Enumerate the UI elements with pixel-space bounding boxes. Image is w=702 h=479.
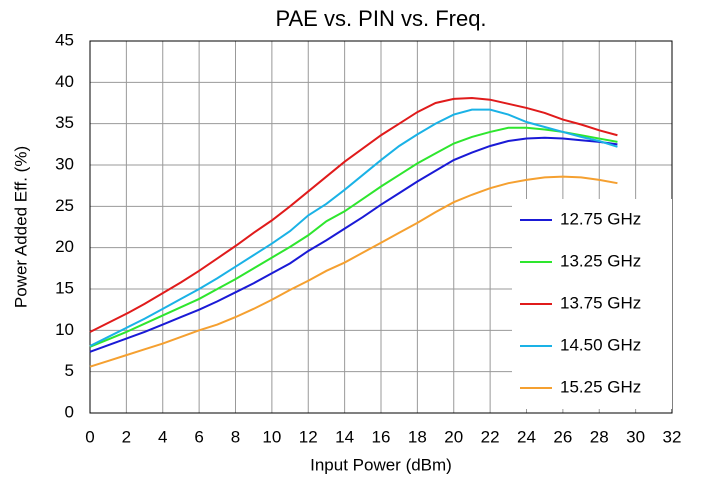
series-line <box>89 108 618 347</box>
x-tick-label: 16 <box>372 427 391 446</box>
x-tick-label: 10 <box>262 427 281 446</box>
x-tick-label: 14 <box>335 427 354 446</box>
x-tick-label: 20 <box>444 427 463 446</box>
y-tick-label: 25 <box>55 196 74 215</box>
y-tick-label: 30 <box>55 154 74 173</box>
y-tick-label: 20 <box>55 237 74 256</box>
chart-title: PAE vs. PIN vs. Freq. <box>275 6 486 31</box>
legend-label: 12.75 GHz <box>560 209 641 228</box>
x-axis-label: Input Power (dBm) <box>310 455 452 474</box>
x-tick-label: 2 <box>122 427 131 446</box>
y-tick-label: 10 <box>55 320 74 339</box>
x-tick-label: 28 <box>590 427 609 446</box>
x-tick-label: 6 <box>194 427 203 446</box>
y-tick-label: 5 <box>65 361 74 380</box>
y-tick-label: 40 <box>55 72 74 91</box>
y-tick-label: 45 <box>55 30 74 49</box>
x-tick-label: 30 <box>626 427 645 446</box>
legend-label: 14.50 GHz <box>560 335 641 354</box>
series-line <box>89 126 618 348</box>
x-tick-label: 8 <box>231 427 240 446</box>
y-tick-label: 15 <box>55 278 74 297</box>
x-tick-label: 18 <box>408 427 427 446</box>
x-tick-label: 12 <box>299 427 318 446</box>
y-tick-label: 35 <box>55 113 74 132</box>
x-tick-label: 22 <box>481 427 500 446</box>
x-tick-label: 32 <box>663 427 682 446</box>
series-line <box>89 97 618 333</box>
y-axis-label: Power Added Eff. (%) <box>11 146 30 308</box>
y-tick-label: 0 <box>65 402 74 421</box>
x-tick-label: 24 <box>517 427 536 446</box>
x-tick-label: 4 <box>158 427 167 446</box>
legend-label: 15.25 GHz <box>560 377 641 396</box>
series-line <box>89 136 618 353</box>
legend-label: 13.75 GHz <box>560 293 641 312</box>
series-line <box>89 175 618 368</box>
x-tick-label: 0 <box>85 427 94 446</box>
legend-label: 13.25 GHz <box>560 251 641 270</box>
x-tick-label: 26 <box>553 427 572 446</box>
